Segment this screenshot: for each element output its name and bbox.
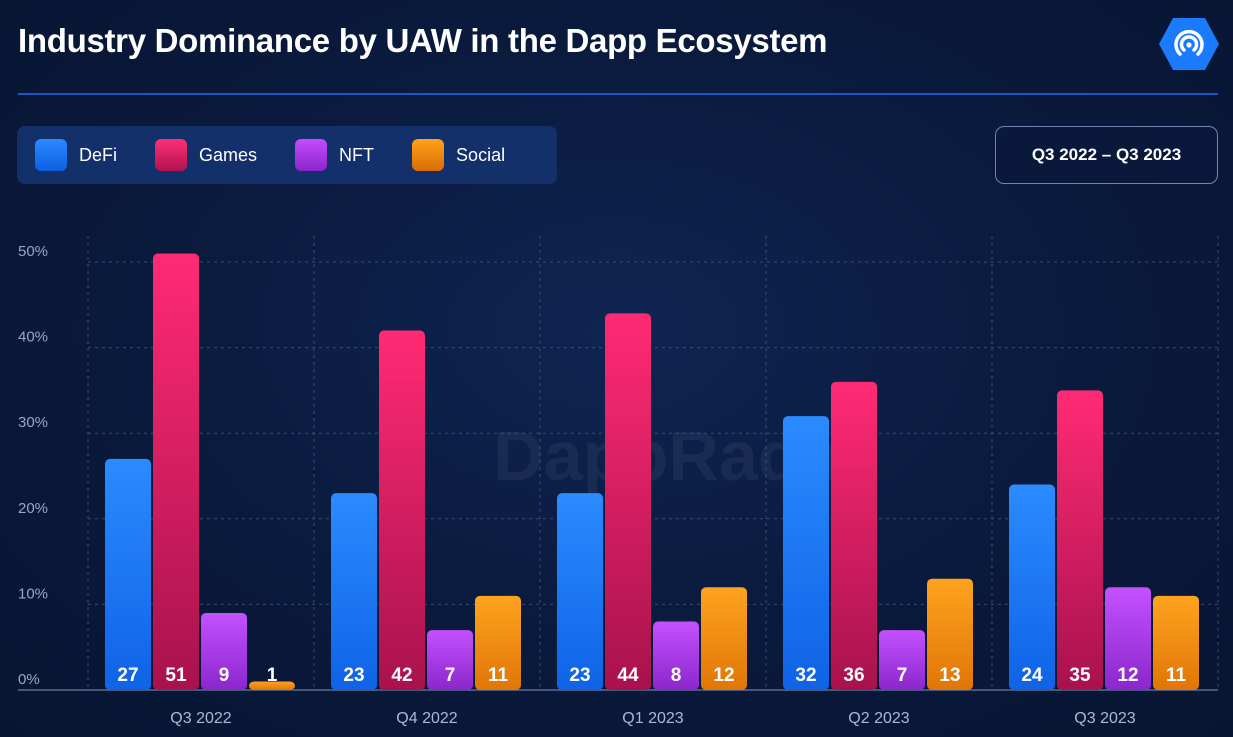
y-tick-40: 40% [18,329,48,346]
data-label-nft-q3-2023: 12 [1117,665,1138,686]
legend-label-defi: DeFi [79,144,118,165]
legend-swatch-defi [35,139,67,171]
header-divider [18,93,1218,95]
data-label-nft-q1-2023: 8 [671,665,682,686]
bar-games-q3-2022 [153,253,199,690]
x-tick-q4-2022: Q4 2022 [396,710,457,727]
chart-legend: DeFi Games NFT Social [17,126,557,184]
data-label-defi-q2-2023: 32 [795,665,816,686]
x-tick-q2-2023: Q2 2023 [848,710,909,727]
data-label-social-q4-2022: 11 [488,665,509,686]
data-label-nft-q4-2022: 7 [445,665,456,686]
x-tick-q3-2022: Q3 2022 [170,710,231,727]
data-label-nft-q2-2023: 7 [897,665,908,686]
x-tick-q3-2023: Q3 2023 [1074,710,1135,727]
bar-defi-q4-2022 [331,493,377,690]
data-label-games-q1-2023: 44 [617,665,639,686]
y-tick-0: 0% [18,671,40,688]
legend-swatch-social [412,139,445,171]
bar-games-q3-2023 [1057,390,1103,690]
data-label-games-q3-2022: 51 [165,665,187,686]
legend-label-social: Social [456,144,506,165]
legend-label-games: Games [199,144,258,165]
data-label-nft-q3-2022: 9 [219,665,230,686]
data-label-defi-q4-2022: 23 [343,665,364,686]
bar-nft-q3-2023 [1105,587,1151,690]
y-tick-30: 30% [18,414,48,431]
bar-games-q1-2023 [605,313,651,690]
bar-social-q2-2023 [927,578,973,690]
data-label-games-q4-2022: 42 [391,665,412,686]
chart-title: Industry Dominance by UAW in the Dapp Ec… [18,22,828,59]
legend-swatch-nft [295,139,328,171]
bar-social-q3-2023 [1153,595,1199,690]
bar-games-q4-2022 [379,330,425,690]
bar-defi-q1-2023 [557,493,603,690]
legend-swatch-games [155,139,188,171]
data-label-games-q2-2023: 36 [843,665,864,686]
x-tick-q1-2023: Q1 2023 [622,710,683,727]
bar-games-q2-2023 [831,381,877,690]
legend-item-games: Games [155,139,257,171]
y-tick-10: 10% [18,585,48,602]
data-label-defi-q3-2023: 24 [1021,665,1043,686]
bar-defi-q3-2023 [1009,484,1055,690]
legend-item-nft: NFT [295,139,374,171]
bar-nft-q2-2023 [879,630,925,690]
y-tick-50: 50% [18,243,48,260]
y-tick-20: 20% [18,500,48,517]
bar-social-q4-2022 [475,595,521,690]
dappradar-logo-icon [1159,18,1219,70]
bar-defi-q2-2023 [783,416,829,690]
bar-social-q3-2022 [249,681,295,690]
bar-nft-q1-2023 [653,621,699,690]
data-label-defi-q3-2022: 27 [117,665,138,686]
data-label-defi-q1-2023: 23 [569,665,590,686]
data-label-social-q3-2023: 11 [1166,665,1187,686]
period-badge: Q3 2022 – Q3 2023 [995,126,1218,184]
data-label-social-q1-2023: 12 [713,665,734,686]
bar-nft-q3-2022 [201,612,247,690]
bar-defi-q3-2022 [105,458,151,690]
legend-item-social: Social [412,139,505,171]
data-label-games-q3-2023: 35 [1069,665,1091,686]
legend-item-defi: DeFi [35,139,117,171]
data-label-social-q2-2023: 13 [939,665,960,686]
data-label-social-q3-2022: 1 [267,665,278,686]
bar-nft-q4-2022 [427,630,473,690]
legend-label-nft: NFT [339,144,375,165]
bar-social-q1-2023 [701,587,747,690]
